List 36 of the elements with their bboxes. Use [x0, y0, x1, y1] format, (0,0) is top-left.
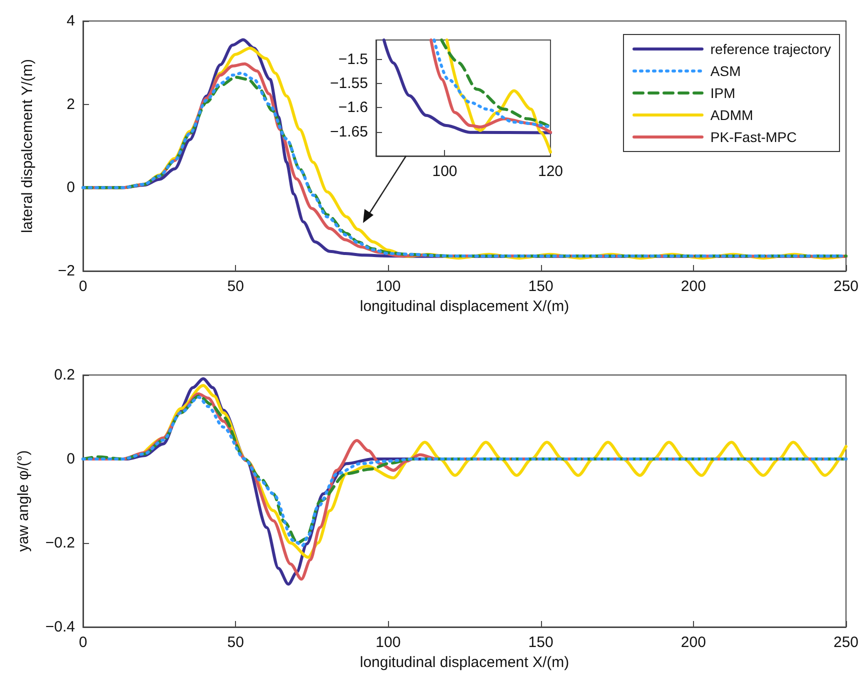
x-tick-label: 120 — [538, 163, 563, 180]
x-axis-title: longitudinal displacement X/(m) — [360, 298, 570, 315]
line-series — [382, 38, 552, 134]
x-tick-label: 50 — [227, 278, 244, 295]
x-tick-label: 200 — [680, 278, 706, 295]
x-tick-label: 50 — [227, 634, 244, 651]
x-tick-label: 100 — [376, 634, 401, 651]
y-tick-label: 0 — [66, 450, 75, 468]
y-tick-label: 0.2 — [54, 366, 75, 384]
y-tick-label: −0.2 — [45, 534, 75, 552]
y-tick-label: −1.55 — [330, 75, 368, 92]
x-axis-title: longitudinal displacement X/(m) — [360, 654, 570, 671]
x-tick-label: 100 — [432, 163, 458, 180]
y-axis-title: yaw angle φ/(°) — [15, 450, 32, 552]
y-tick-label: −2 — [58, 262, 75, 280]
x-tick-label: 0 — [78, 634, 88, 651]
y-tick-label: −1.6 — [338, 99, 368, 116]
y-tick-label: 2 — [66, 96, 75, 113]
x-tick-label: 250 — [833, 278, 859, 295]
y-tick-label: 0 — [66, 179, 75, 196]
x-tick-label: 200 — [680, 634, 706, 651]
x-tick-label: 150 — [528, 278, 554, 295]
legend-label: PK-Fast-MPC — [710, 128, 797, 147]
x-tick-label: 0 — [78, 278, 88, 295]
y-tick-label: −1.65 — [330, 123, 368, 140]
legend-label: IPM — [710, 84, 736, 103]
y-tick-label: 4 — [66, 12, 75, 30]
legend-label: reference trajectory — [710, 40, 831, 59]
y-tick-label: −0.4 — [45, 618, 75, 636]
legend-label: ASM — [710, 62, 741, 81]
x-tick-label: 250 — [833, 634, 859, 651]
y-tick-label: −1.5 — [338, 50, 368, 68]
x-tick-label: 150 — [528, 634, 554, 651]
legend-label: ADMM — [710, 106, 754, 125]
y-axis-title: lateral dispalcement Y/(m) — [19, 59, 36, 233]
x-tick-label: 100 — [376, 278, 401, 295]
